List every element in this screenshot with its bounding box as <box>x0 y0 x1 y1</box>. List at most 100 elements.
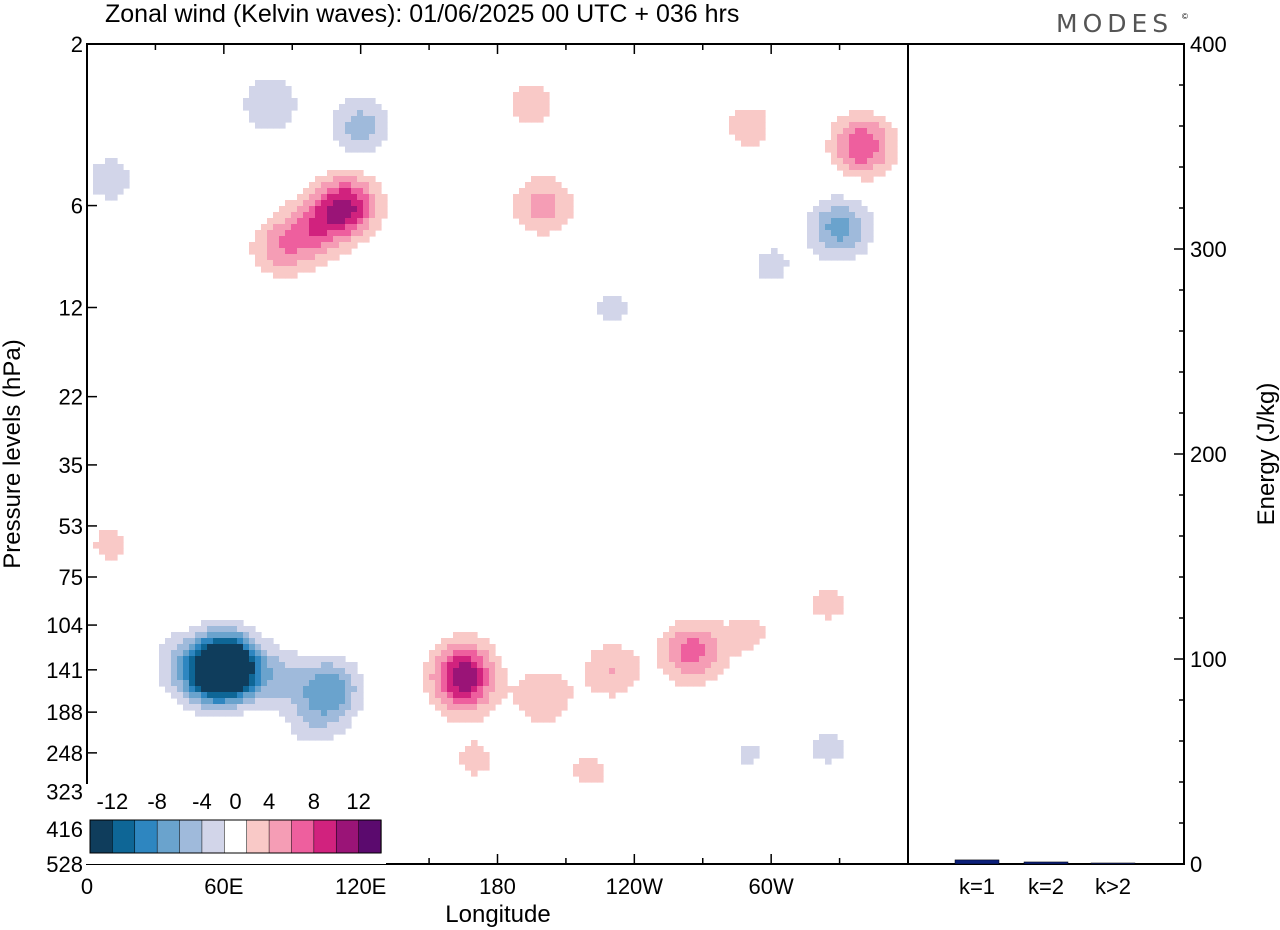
heatmap-cell <box>99 164 106 171</box>
heatmap-cell <box>339 674 346 681</box>
heatmap-cell <box>537 686 544 693</box>
heatmap-cell <box>735 110 742 117</box>
heatmap-cell <box>345 248 352 255</box>
heatmap-cell <box>429 692 436 699</box>
heatmap-cell <box>441 644 448 651</box>
heatmap-cell <box>225 656 232 663</box>
heatmap-cell <box>231 704 238 711</box>
heatmap-cell <box>267 680 274 687</box>
heatmap-cell <box>873 128 880 135</box>
heatmap-cell <box>159 644 166 651</box>
heatmap-cell <box>231 626 238 633</box>
heatmap-cell <box>291 662 298 669</box>
heatmap-cell <box>297 662 304 669</box>
heatmap-cell <box>375 140 382 147</box>
heatmap-cell <box>171 674 178 681</box>
heatmap-cell <box>753 134 760 141</box>
heatmap-cell <box>447 656 454 663</box>
heatmap-cell <box>291 716 298 723</box>
heatmap-cell <box>597 308 604 315</box>
heatmap-cell <box>171 662 178 669</box>
heatmap-cell <box>885 134 892 141</box>
heatmap-cell <box>753 746 760 753</box>
heatmap-cell <box>321 224 328 231</box>
heatmap-cell <box>591 680 598 687</box>
heatmap-cell <box>297 704 304 711</box>
heatmap-cell <box>255 230 262 237</box>
heatmap-cell <box>177 662 184 669</box>
heatmap-cell <box>837 194 844 201</box>
heatmap-cell <box>219 680 226 687</box>
heatmap-cell <box>339 686 346 693</box>
heatmap-cell <box>711 626 718 633</box>
heatmap-cell <box>723 650 730 657</box>
heatmap-cell <box>315 656 322 663</box>
heatmap-cell <box>345 188 352 195</box>
heatmap-cell <box>285 680 292 687</box>
heatmap-cell <box>99 548 106 555</box>
heatmap-cell <box>327 176 334 183</box>
heatmap-cell <box>267 656 274 663</box>
heatmap-cell <box>345 170 352 177</box>
heatmap-cell <box>99 530 106 537</box>
heatmap-cell <box>543 200 550 207</box>
heatmap-cell <box>525 200 532 207</box>
heatmap-cell <box>195 626 202 633</box>
heatmap-cell <box>351 188 358 195</box>
heatmap-cell <box>327 734 334 741</box>
heatmap-cell <box>531 110 538 117</box>
heatmap-cell <box>675 674 682 681</box>
heatmap-cell <box>525 188 532 195</box>
heatmap-cell <box>843 212 850 219</box>
heatmap-cell <box>837 128 844 135</box>
heatmap-cell <box>339 110 346 117</box>
heatmap-cell <box>315 728 322 735</box>
heatmap-cell <box>471 662 478 669</box>
heatmap-cell <box>435 644 442 651</box>
heatmap-cell <box>555 200 562 207</box>
heatmap-cell <box>741 128 748 135</box>
heatmap-cell <box>453 632 460 639</box>
heatmap-cell <box>855 152 862 159</box>
heatmap-cell <box>489 674 496 681</box>
heatmap-cell <box>453 680 460 687</box>
heatmap-cell <box>273 92 280 99</box>
heatmap-cell <box>345 224 352 231</box>
heatmap-cell <box>339 104 346 111</box>
heatmap-cell <box>489 662 496 669</box>
heatmap-cell <box>471 638 478 645</box>
energy-tick-label: 0 <box>1190 852 1202 877</box>
heatmap-cell <box>477 716 484 723</box>
heatmap-cell <box>309 200 316 207</box>
colorbar-labels: -12 -8 -4 0 4 8 12 <box>96 789 370 814</box>
heatmap-cell <box>249 698 256 705</box>
heatmap-cell <box>807 230 814 237</box>
heatmap-cell <box>591 668 598 675</box>
heatmap-cell <box>333 176 340 183</box>
heatmap-cell <box>297 254 304 261</box>
heatmap-cell <box>291 674 298 681</box>
heatmap-cell <box>351 122 358 129</box>
heatmap-cell <box>273 122 280 129</box>
heatmap-cell <box>771 266 778 273</box>
heatmap-cell <box>831 752 838 759</box>
heatmap-cell <box>99 542 106 549</box>
heatmap-cell <box>477 710 484 717</box>
heatmap-cell <box>423 686 430 693</box>
heatmap-cell <box>291 248 298 255</box>
heatmap-cell <box>297 266 304 273</box>
heatmap-cell <box>465 680 472 687</box>
heatmap-cell <box>237 674 244 681</box>
heatmap-cell <box>537 674 544 681</box>
heatmap-cell <box>819 254 826 261</box>
heatmap-cell <box>597 776 604 783</box>
pressure-tick-label: 6 <box>71 194 83 219</box>
heatmap-cell <box>297 200 304 207</box>
heatmap-cell <box>675 626 682 633</box>
wavenumber-label: k>2 <box>1095 874 1131 899</box>
heatmap-cell <box>345 128 352 135</box>
heatmap-cell <box>813 746 820 753</box>
heatmap-cell <box>693 638 700 645</box>
heatmap-cell <box>273 110 280 117</box>
heatmap-cell <box>267 254 274 261</box>
